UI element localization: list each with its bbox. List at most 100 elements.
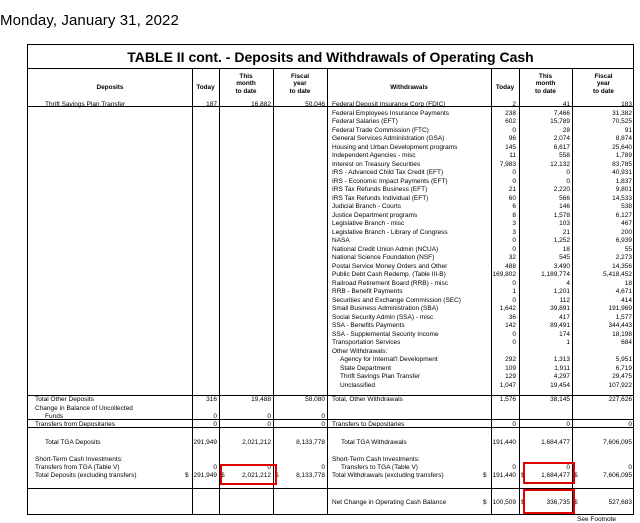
dollar-sign: $ xyxy=(483,472,487,479)
deposit-month-value: 0 xyxy=(267,464,271,471)
withdrawal-today-value: 1,576 xyxy=(499,396,516,403)
withdrawal-fiscal-value: 7,606,095 xyxy=(603,472,632,479)
withdrawal-today-value: 0 xyxy=(512,126,516,134)
deposit-today-value: 0 xyxy=(213,413,217,420)
deposit-today-value: 316 xyxy=(206,396,217,403)
withdrawal-row-label: Thrift Savings Plan Transfer xyxy=(340,373,421,380)
withdrawal-fiscal-value: 1,837 xyxy=(615,177,632,185)
withdrawal-row-label: Legislative Branch - misc xyxy=(332,220,405,227)
withdrawal-today-value: 145 xyxy=(505,143,516,151)
withdrawal-month-value: 1,578 xyxy=(553,211,570,219)
withdrawal-fiscal-value: 29,475 xyxy=(612,373,632,380)
total-deposits-excl-label: Total Deposits (excluding transfers) xyxy=(35,472,137,479)
short-term-investments-label: Short-Term Cash Investments: xyxy=(35,456,123,463)
withdrawal-fiscal-value: 684 xyxy=(621,339,632,346)
withdrawal-row-label: RRB - Benefit Payments xyxy=(332,288,403,295)
withdrawal-today-value: 109 xyxy=(505,364,516,372)
withdrawal-month-value: 89,491 xyxy=(550,322,570,329)
withdrawal-today-value: 36 xyxy=(508,313,516,321)
highlight-box xyxy=(523,462,575,484)
deposit-month-value: 19,488 xyxy=(251,396,271,403)
withdrawal-today-value: 96 xyxy=(508,135,516,142)
header-month-to-date: This xyxy=(538,73,553,80)
row-divider xyxy=(28,106,633,107)
transfers-to-tga-label: Transfers to TGA (Table V) xyxy=(341,464,418,471)
withdrawal-month-value: 4,297 xyxy=(553,373,570,380)
row-divider xyxy=(28,419,633,420)
header-withdrawals: Withdrawals xyxy=(390,84,428,91)
deposit-fiscal-value: 0 xyxy=(321,464,325,471)
withdrawal-today-value: 6 xyxy=(512,203,516,210)
withdrawal-fiscal-value: 6,127 xyxy=(615,211,632,219)
dollar-sign: $ xyxy=(521,472,525,479)
deposit-month-value: 0 xyxy=(267,421,271,428)
withdrawal-row-label: Justice Department programs xyxy=(332,211,418,219)
row-divider xyxy=(28,427,633,428)
withdrawal-month-value: 1,684,477 xyxy=(541,472,570,479)
withdrawal-row-label: Securities and Exchange Commission (SEC) xyxy=(332,296,461,304)
column-divider xyxy=(572,69,573,514)
header-month-to-date: This xyxy=(239,73,253,80)
withdrawal-today-value: 0 xyxy=(512,421,516,428)
withdrawal-fiscal-value: 2,273 xyxy=(615,254,632,261)
withdrawal-today-value: 0 xyxy=(512,330,516,338)
withdrawal-today-value: 292 xyxy=(505,356,516,363)
withdrawal-fiscal-value: 14,533 xyxy=(612,194,632,202)
dollar-sign: $ xyxy=(574,472,578,479)
withdrawal-month-value: 545 xyxy=(559,254,570,261)
withdrawal-today-value: 11 xyxy=(509,152,516,159)
row-divider xyxy=(28,395,633,396)
withdrawal-today-value: 1,642 xyxy=(499,305,516,312)
deposit-month-value: 2,021,212 xyxy=(242,439,271,446)
withdrawal-fiscal-value: 538 xyxy=(621,203,632,210)
header-fiscal-year-to-date: year xyxy=(293,80,307,88)
withdrawal-row-label: State Department xyxy=(340,364,391,372)
withdrawal-month-value: 4 xyxy=(566,279,570,287)
withdrawal-row-label: IRS - Advanced Child Tax Credit (EFT) xyxy=(332,169,444,176)
withdrawal-month-value: 1,252 xyxy=(553,237,570,244)
transfers-from-tga-label: Transfers from TGA (Table V) xyxy=(35,464,120,471)
transfers-to-depositaries-label: Transfers to Depositaries xyxy=(332,421,405,428)
withdrawal-today-value: 0 xyxy=(512,177,516,185)
header-fiscal-year-to-date: Fiscal xyxy=(290,73,310,80)
withdrawal-row-label: Agency for Internat'l Development xyxy=(340,356,438,363)
withdrawal-row-label: National Credit Union Admin (NCUA) xyxy=(332,245,439,253)
withdrawal-row-label: Federal Employees Insurance Payments xyxy=(332,109,450,117)
withdrawal-fiscal-value: 7,606,095 xyxy=(603,439,632,446)
withdrawal-today-value: 0 xyxy=(512,296,516,304)
withdrawal-today-value: 0 xyxy=(512,169,516,176)
withdrawal-today-value: 3 xyxy=(512,220,516,227)
withdrawal-today-value: 0 xyxy=(512,279,516,287)
withdrawal-fiscal-value: 31,382 xyxy=(612,109,632,117)
withdrawal-fiscal-value: 107,922 xyxy=(608,381,633,389)
withdrawal-month-value: 6,617 xyxy=(553,143,570,151)
withdrawal-month-value: 1,201 xyxy=(553,288,570,295)
withdrawal-row-label: Federal Salaries (EFT) xyxy=(332,118,398,125)
header-month-to-date: month xyxy=(535,80,556,88)
withdrawal-month-value: 146 xyxy=(559,203,570,210)
header-month-to-date: to date xyxy=(535,87,556,95)
column-divider xyxy=(219,69,220,514)
withdrawal-fiscal-value: 6,939 xyxy=(615,237,632,244)
deposit-today-value: 291,949 xyxy=(193,439,218,446)
header-today: Today xyxy=(495,84,515,91)
deposit-fiscal-value: 0 xyxy=(321,413,325,420)
withdrawal-today-value: 8 xyxy=(512,211,516,219)
withdrawal-row-label: Railroad Retirement Board (RRB) - misc xyxy=(332,279,448,287)
withdrawal-month-value: 41 xyxy=(562,101,570,108)
deposit-month-value: 0 xyxy=(267,413,271,420)
withdrawal-today-value: 0 xyxy=(512,339,516,346)
withdrawal-row-label: Independent Agencies - misc xyxy=(332,152,416,159)
withdrawal-month-value: 174 xyxy=(559,330,570,338)
withdrawal-today-value: 191,440 xyxy=(492,439,517,446)
deposit-today-value: 187 xyxy=(206,101,217,108)
withdrawal-month-value: 1,313 xyxy=(553,356,570,363)
dollar-sign: $ xyxy=(483,499,487,506)
withdrawal-today-value: 32 xyxy=(508,254,516,261)
withdrawal-month-value: 38,145 xyxy=(550,396,570,403)
uncollected-funds-label: Funds xyxy=(45,413,64,420)
header-fiscal-year-to-date: to date xyxy=(289,87,311,95)
withdrawal-fiscal-value: 191,969 xyxy=(608,305,633,312)
deposit-today-value: 0 xyxy=(213,421,217,428)
withdrawal-fiscal-value: 0 xyxy=(628,464,632,471)
